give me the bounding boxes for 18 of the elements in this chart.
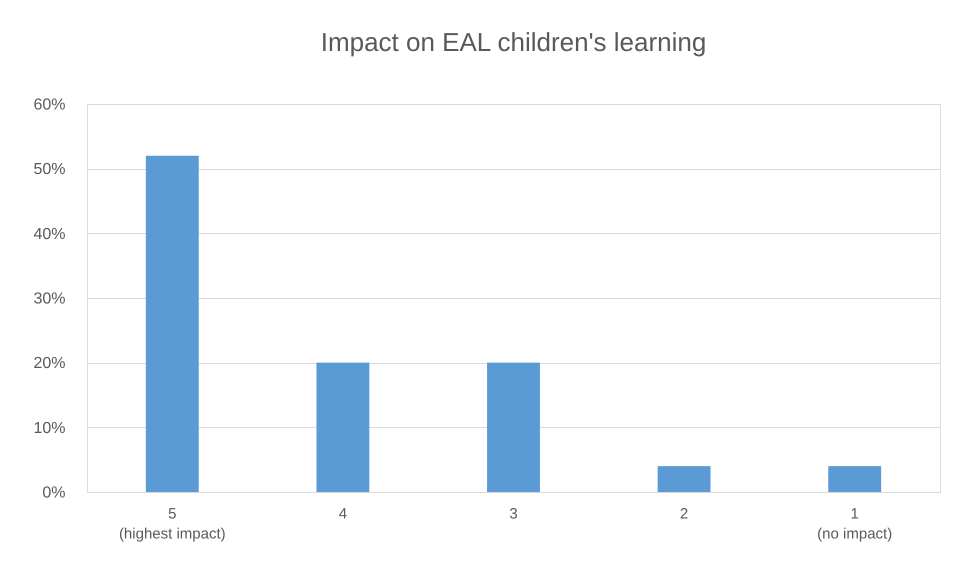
y-tick-label: 10% <box>33 420 66 437</box>
y-tick-label: 60% <box>33 96 66 114</box>
y-tick-label: 20% <box>33 355 66 372</box>
bar <box>658 466 711 492</box>
y-tick-label: 50% <box>33 161 66 178</box>
y-tick-label: 0% <box>42 484 66 502</box>
y-tick-label: 30% <box>33 290 66 308</box>
bar <box>316 362 370 492</box>
x-tick-label: 3 <box>509 506 518 522</box>
bar <box>487 362 540 492</box>
chart-title: Impact on EAL children's learning <box>320 27 706 57</box>
x-tick-label: 2 <box>680 506 688 522</box>
x-tick-label: 1 (no impact) <box>817 506 892 542</box>
bar <box>828 466 882 492</box>
y-tick-label: 40% <box>33 226 66 243</box>
x-tick-label: 5 (highest impact) <box>118 506 226 542</box>
bar <box>146 156 199 492</box>
x-tick-label: 4 <box>338 506 348 522</box>
